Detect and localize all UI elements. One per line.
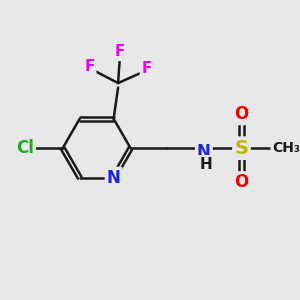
Text: S: S [234, 139, 248, 158]
Text: CH₃: CH₃ [272, 141, 300, 155]
Text: H: H [199, 157, 212, 172]
Text: N: N [107, 169, 121, 187]
Text: F: F [84, 59, 95, 74]
Text: N: N [197, 143, 211, 161]
Text: F: F [115, 44, 125, 59]
Text: F: F [142, 61, 152, 76]
Text: O: O [234, 105, 249, 123]
Text: Cl: Cl [16, 139, 34, 157]
Text: O: O [234, 173, 249, 191]
